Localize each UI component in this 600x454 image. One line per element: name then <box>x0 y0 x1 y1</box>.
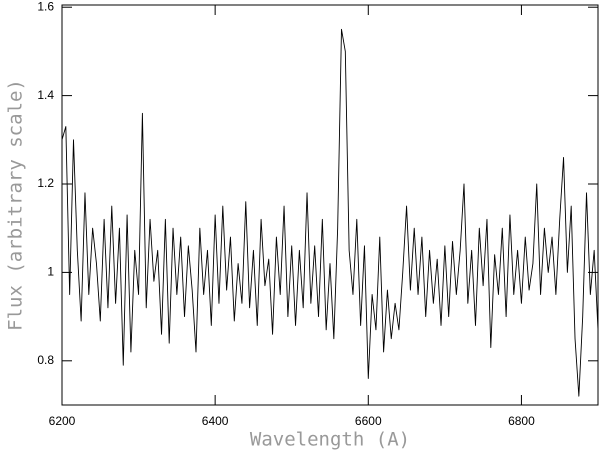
y-tick-label: 1.2 <box>37 176 54 190</box>
y-tick-label: 1 <box>47 265 54 279</box>
x-tick-label: 6600 <box>355 414 382 428</box>
x-tick-label: 6400 <box>202 414 229 428</box>
x-tick-label: 6200 <box>49 414 76 428</box>
y-axis-label: Flux (arbitrary scale) <box>5 79 27 331</box>
y-tick-label: 0.8 <box>37 353 54 367</box>
spectrum-line <box>61 28 599 397</box>
x-axis-label: Wavelength (A) <box>250 429 410 451</box>
y-tick-label: 1.4 <box>37 88 54 102</box>
plot-frame <box>61 4 599 406</box>
y-tick-label: 1.6 <box>37 0 54 13</box>
x-tick-label: 6800 <box>508 414 535 428</box>
